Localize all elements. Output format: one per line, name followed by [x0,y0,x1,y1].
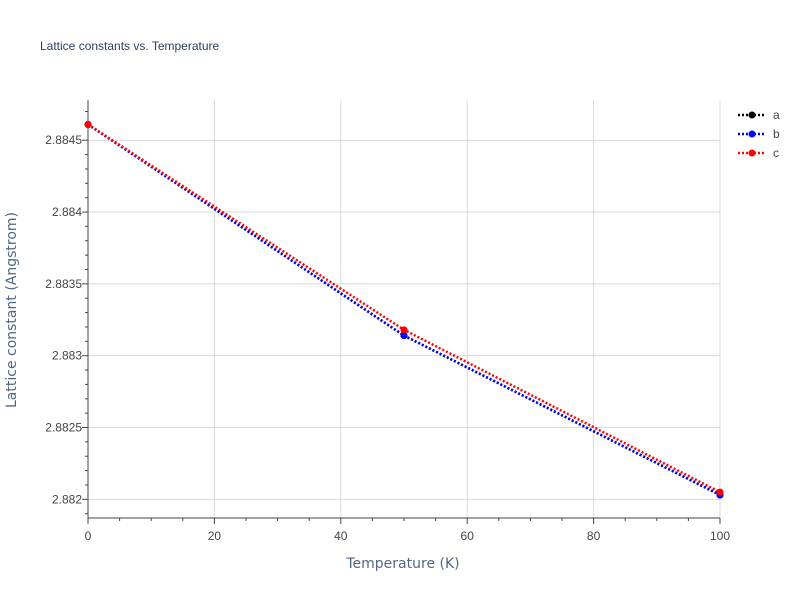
series-point-c [716,488,724,496]
legend-label-c: c [773,146,779,160]
y-tick-label: 2.884 [52,205,82,219]
x-tick-label: 20 [208,529,222,543]
y-tick-label: 2.8845 [45,133,82,147]
axes: 0 20 40 60 80 100 2.882 2.8825 2.883 2.8835 2.884 2… [45,100,730,543]
x-tick-label: 80 [587,529,601,543]
legend-marker-b [748,130,756,138]
x-axis-title: Temperature (K) [345,556,459,572]
y-tick-label: 2.883 [52,349,82,363]
x-tick-label: 100 [710,529,730,543]
x-tick-label: 60 [461,529,475,543]
legend-label-a: a [773,108,780,122]
y-tick-label: 2.882 [52,492,82,506]
legend-item-b[interactable]: b [738,127,780,141]
legend-item-c[interactable]: c [738,146,779,160]
chart-title: Lattice constants vs. Temperature [40,39,220,53]
legend-item-a[interactable]: a [738,108,780,122]
legend[interactable]: abc [738,108,780,160]
legend-marker-a [748,111,756,119]
grid [88,100,721,518]
legend-marker-c [748,149,756,157]
legend-label-b: b [773,127,780,141]
series-point-c [84,120,92,128]
series-point-b [400,332,408,340]
x-tick-label: 0 [85,529,92,543]
y-axis-title: Lattice constant (Angstrom) [4,212,20,408]
y-tick-label: 2.8835 [45,277,82,291]
x-tick-label: 40 [334,529,348,543]
series-point-c [400,326,408,334]
y-tick-label: 2.8825 [45,421,82,435]
series-layer [84,120,724,499]
